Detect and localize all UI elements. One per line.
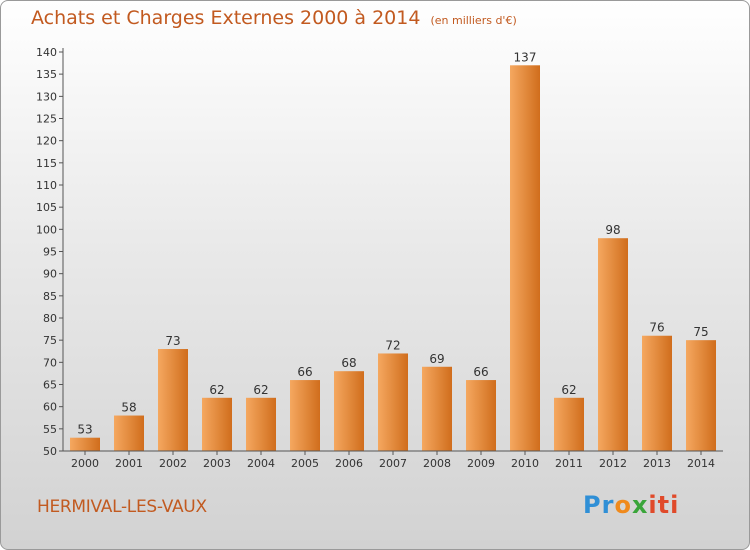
bar (642, 335, 672, 451)
bar-value-label: 62 (561, 383, 576, 397)
x-tick-label: 2014 (687, 457, 715, 470)
bar (466, 380, 496, 451)
y-tick-label: 60 (43, 401, 57, 414)
bar (422, 366, 452, 451)
bar-value-label: 66 (473, 365, 488, 379)
bar-value-label: 76 (649, 321, 664, 335)
x-tick-label: 2012 (599, 457, 627, 470)
y-tick-label: 140 (36, 46, 57, 59)
bar (686, 340, 716, 451)
y-tick-label: 110 (36, 179, 57, 192)
y-tick-label: 135 (36, 68, 57, 81)
x-tick-label: 2004 (247, 457, 275, 470)
bar (554, 397, 584, 451)
logo-part: x (631, 491, 649, 519)
bar (510, 65, 540, 452)
bar-value-label: 62 (253, 383, 268, 397)
proxiti-logo[interactable]: Proxiti (583, 491, 679, 519)
bar (290, 380, 320, 451)
x-tick-label: 2013 (643, 457, 671, 470)
y-tick-label: 65 (43, 379, 57, 392)
y-tick-label: 115 (36, 157, 57, 170)
y-tick-label: 105 (36, 201, 57, 214)
bar (378, 353, 408, 451)
bar-value-label: 137 (514, 50, 537, 64)
x-tick-label: 2010 (511, 457, 539, 470)
bar-value-label: 69 (429, 352, 444, 366)
bar-value-label: 73 (165, 334, 180, 348)
axes-group: 50 55 60 65 70 75 80 85 90 95 100 105 110 115 120 125 13… (36, 46, 723, 470)
x-tick-label: 2011 (555, 457, 583, 470)
bar-value-label: 98 (605, 223, 620, 237)
bar-value-label: 66 (297, 365, 312, 379)
x-tick-label: 2009 (467, 457, 495, 470)
y-tick-label: 70 (43, 356, 57, 369)
title-text: Achats et Charges Externes 2000 à 2014 (31, 7, 421, 29)
y-tick-label: 100 (36, 223, 57, 236)
bar-value-label: 62 (209, 383, 224, 397)
bar-value-label: 53 (77, 423, 92, 437)
y-tick-label: 50 (43, 445, 57, 458)
chart-title: Achats et Charges Externes 2000 à 2014 (e… (31, 7, 517, 29)
x-tick-label: 2008 (423, 457, 451, 470)
bar-value-label: 68 (341, 356, 356, 370)
y-tick-label: 80 (43, 312, 57, 325)
bar (598, 238, 628, 451)
commune-name: HERMIVAL-LES-VAUX (37, 497, 207, 517)
y-tick-label: 125 (36, 113, 57, 126)
y-tick-label: 75 (43, 334, 57, 347)
unit-label: (en milliers d'€) (430, 14, 517, 27)
x-tick-label: 2000 (71, 457, 99, 470)
logo-part: Pr (583, 491, 615, 519)
y-tick-label: 55 (43, 423, 57, 436)
y-tick-label: 85 (43, 290, 57, 303)
x-tick-label: 2001 (115, 457, 143, 470)
bar-value-label: 72 (385, 338, 400, 352)
y-tick-label: 90 (43, 268, 57, 281)
bar-value-label: 75 (693, 325, 708, 339)
x-tick-label: 2006 (335, 457, 363, 470)
y-tick-label: 120 (36, 135, 57, 148)
y-tick-label: 95 (43, 246, 57, 259)
bar (202, 397, 232, 451)
bar (334, 371, 364, 451)
logo-part: iti (648, 491, 680, 519)
x-tick-label: 2003 (203, 457, 231, 470)
logo-part: o (614, 491, 632, 519)
x-tick-label: 2007 (379, 457, 407, 470)
x-tick-label: 2005 (291, 457, 319, 470)
bars-group: 53 58 73 62 62 66 68 72 69 66 137 62 98 76 75 (70, 50, 716, 452)
bar (158, 349, 188, 451)
x-tick-label: 2002 (159, 457, 187, 470)
bar (246, 397, 276, 451)
bar (114, 415, 144, 451)
bar-value-label: 58 (121, 401, 136, 415)
bar (70, 437, 100, 451)
y-tick-label: 130 (36, 90, 57, 103)
